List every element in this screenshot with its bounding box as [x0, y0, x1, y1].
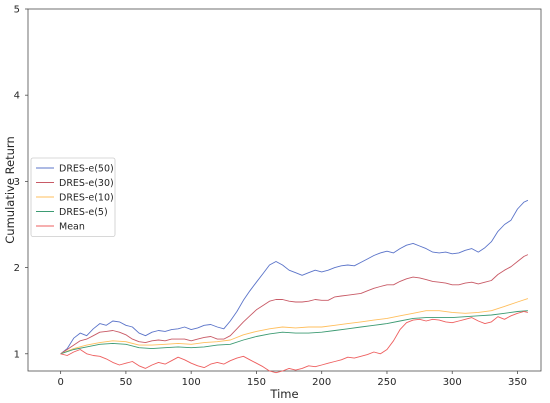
x-tick-label: 100	[182, 377, 201, 388]
series-lines	[60, 199, 529, 374]
y-tick-label: 2	[14, 263, 20, 274]
x-tick-label: 250	[377, 377, 396, 388]
x-axis-ticks: 0 50 100 150 200 250 300 350	[57, 371, 527, 388]
legend-label: Mean	[59, 222, 85, 233]
series-line-mean	[60, 311, 529, 374]
series-line-dres-e-5	[60, 310, 528, 355]
y-tick-label: 4	[14, 91, 20, 102]
legend-label: DRES-e(50)	[59, 164, 114, 175]
y-tick-label: 3	[14, 177, 20, 188]
x-tick-label: 350	[508, 377, 527, 388]
legend-label: DRES-e(10)	[59, 193, 114, 204]
x-tick-label: 300	[443, 377, 462, 388]
legend-label: DRES-e(5)	[59, 207, 108, 218]
x-tick-label: 50	[120, 377, 133, 388]
x-tick-label: 200	[312, 377, 331, 388]
series-line-dres-e-10	[60, 298, 529, 355]
plot-frame	[27, 8, 542, 372]
y-axis-label: Cumulative Return	[3, 136, 17, 243]
legend-box	[30, 157, 116, 237]
x-tick-label: 150	[247, 377, 266, 388]
series-line-dres-e-50	[60, 199, 529, 355]
y-tick-label: 5	[14, 5, 20, 16]
y-axis-ticks: 1 2 3 4 5	[14, 5, 28, 360]
x-tick-label: 0	[57, 377, 63, 388]
series-line-dres-e-30	[60, 254, 529, 355]
legend: DRES-e(50) DRES-e(30) DRES-e(10) DRES-e(5) M…	[30, 157, 116, 237]
legend-label: DRES-e(30)	[59, 178, 114, 189]
x-axis-label: Time	[269, 387, 298, 401]
y-tick-label: 1	[14, 349, 20, 360]
